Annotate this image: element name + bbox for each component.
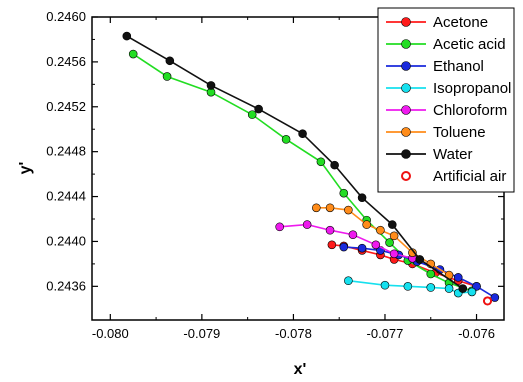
legend-marker bbox=[401, 171, 411, 181]
data-point-chloroform bbox=[348, 230, 358, 240]
data-point-acetic-acid bbox=[426, 269, 436, 279]
legend-label: Isopropanol bbox=[433, 80, 511, 97]
legend-label: Ethanol bbox=[433, 58, 484, 75]
y-tick-label: 0.2440 bbox=[46, 233, 86, 248]
data-point-isopropanol bbox=[403, 282, 413, 291]
data-point-water bbox=[122, 31, 132, 41]
data-point-toluene bbox=[362, 220, 371, 229]
data-point-chloroform bbox=[275, 222, 284, 232]
legend-entry-acetic-acid: Acetic acid bbox=[386, 36, 506, 53]
x-tick-label: -0.078 bbox=[275, 326, 312, 341]
data-point-water bbox=[330, 160, 339, 170]
y-tick-label: 0.2436 bbox=[46, 278, 86, 293]
y-tick-label: 0.2448 bbox=[46, 144, 86, 159]
x-axis-ticks: -0.080 -0.079 -0.078 -0.077 -0.076 bbox=[92, 17, 495, 341]
legend-entry-chloroform: Chloroform bbox=[386, 102, 507, 119]
series-layer bbox=[122, 31, 500, 306]
data-point-water bbox=[458, 284, 468, 293]
x-tick-label: -0.077 bbox=[367, 326, 404, 341]
data-point-toluene bbox=[408, 248, 417, 257]
legend-label: Acetone bbox=[433, 14, 488, 31]
legend-marker bbox=[401, 17, 411, 27]
data-point-toluene bbox=[312, 203, 321, 213]
x-axis-title: x' bbox=[294, 361, 307, 378]
legend-label: Artificial air bbox=[433, 168, 506, 185]
data-point-water bbox=[357, 193, 367, 202]
data-point-acetic-acid bbox=[339, 188, 349, 198]
legend-label: Chloroform bbox=[433, 102, 507, 119]
data-point-chloroform bbox=[371, 240, 381, 250]
legend-marker bbox=[401, 127, 411, 137]
data-point-chloroform bbox=[325, 225, 335, 235]
y-tick-label: 0.2444 bbox=[46, 189, 86, 204]
data-point-isopropanol bbox=[380, 280, 390, 290]
legend-entry-acetone: Acetone bbox=[386, 14, 488, 31]
data-point-acetic-acid bbox=[316, 157, 326, 167]
data-point-toluene bbox=[325, 203, 335, 213]
data-point-acetone bbox=[327, 240, 337, 250]
y-tick-label: 0.2460 bbox=[46, 9, 86, 24]
legend-entry-toluene: Toluene bbox=[386, 124, 486, 141]
legend-marker bbox=[401, 83, 411, 93]
x-tick-label: -0.079 bbox=[183, 326, 220, 341]
legend-label: Acetic acid bbox=[433, 36, 506, 53]
x-tick-label: -0.080 bbox=[92, 326, 129, 341]
y-tick-label: 0.2456 bbox=[46, 54, 86, 69]
data-point-isopropanol bbox=[467, 287, 477, 297]
legend-marker bbox=[401, 149, 411, 159]
legend-entry-isopropanol: Isopropanol bbox=[386, 80, 511, 97]
series-artificial-air bbox=[482, 296, 493, 306]
series-line-water bbox=[126, 35, 464, 290]
data-point-acetic-acid bbox=[281, 135, 291, 144]
y-axis-title: y' bbox=[17, 162, 34, 175]
series-toluene bbox=[312, 203, 454, 280]
data-point-water bbox=[165, 56, 175, 66]
data-point-ethanol bbox=[357, 243, 367, 253]
legend-marker bbox=[401, 105, 411, 115]
data-point-water bbox=[415, 255, 425, 264]
y-tick-label: 0.2452 bbox=[46, 99, 86, 114]
legend-entry-artificial-air: Artificial air bbox=[401, 168, 506, 185]
data-point-artificial-air bbox=[482, 296, 493, 306]
legend-label: Toluene bbox=[433, 124, 486, 141]
legend-marker bbox=[401, 39, 411, 49]
legend-box bbox=[377, 7, 515, 193]
legend-entry-ethanol: Ethanol bbox=[386, 58, 484, 75]
series-water bbox=[122, 31, 468, 293]
data-point-ethanol bbox=[490, 293, 500, 302]
data-point-isopropanol bbox=[444, 284, 454, 293]
data-point-chloroform bbox=[389, 249, 399, 259]
data-point-acetic-acid bbox=[162, 72, 172, 81]
legend-label: Water bbox=[433, 146, 472, 163]
data-point-isopropanol bbox=[344, 276, 353, 286]
data-point-isopropanol bbox=[426, 283, 436, 292]
legend-marker bbox=[401, 61, 411, 71]
data-point-toluene bbox=[344, 205, 353, 215]
data-point-acetic-acid bbox=[128, 49, 138, 59]
data-point-water bbox=[206, 81, 216, 90]
legend-entry-water: Water bbox=[386, 146, 472, 163]
data-point-toluene bbox=[389, 231, 399, 241]
data-point-chloroform bbox=[302, 220, 312, 229]
data-point-toluene bbox=[376, 225, 385, 235]
data-point-water bbox=[298, 129, 307, 139]
series-isopropanol bbox=[344, 276, 477, 298]
legend: Acetone Acetic acid Ethanol Isopropanol Chlo… bbox=[377, 7, 515, 193]
data-point-water bbox=[388, 220, 397, 229]
data-point-ethanol bbox=[339, 242, 349, 252]
data-point-water bbox=[254, 104, 263, 114]
series-chloroform bbox=[275, 220, 417, 263]
data-point-ethanol bbox=[453, 273, 463, 282]
data-point-acetic-acid bbox=[247, 110, 257, 119]
x-tick-label: -0.076 bbox=[458, 326, 495, 341]
data-point-acetic-acid bbox=[385, 238, 394, 247]
y-axis-ticks: 0.2436 0.2440 0.2444 0.2448 0.2452 0.2456 0.24… bbox=[46, 9, 504, 293]
data-point-ethanol bbox=[472, 282, 481, 291]
